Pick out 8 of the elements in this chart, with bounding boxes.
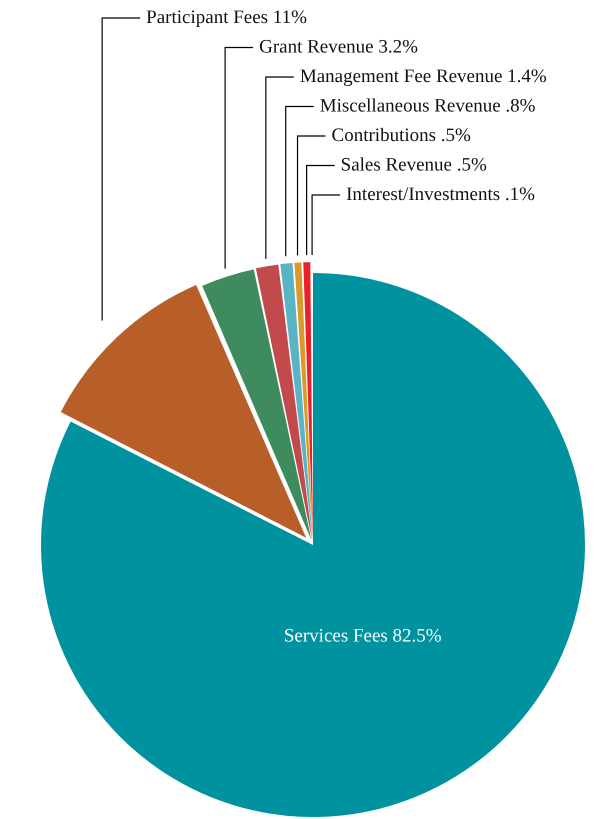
slice-label: Management Fee Revenue 1.4%	[300, 66, 547, 87]
slice-label: Contributions .5%	[332, 124, 472, 146]
slice-label: Sales Revenue .5%	[340, 154, 487, 176]
slice-label: Interest/Investments .1%	[346, 184, 536, 205]
slice-label: Miscellaneous Revenue .8%	[320, 95, 536, 116]
slice-label: Grant Revenue 3.2%	[259, 36, 418, 58]
slice-label: Participant Fees 11%	[146, 6, 308, 28]
slice-label: Services Fees 82.5%	[284, 625, 442, 646]
